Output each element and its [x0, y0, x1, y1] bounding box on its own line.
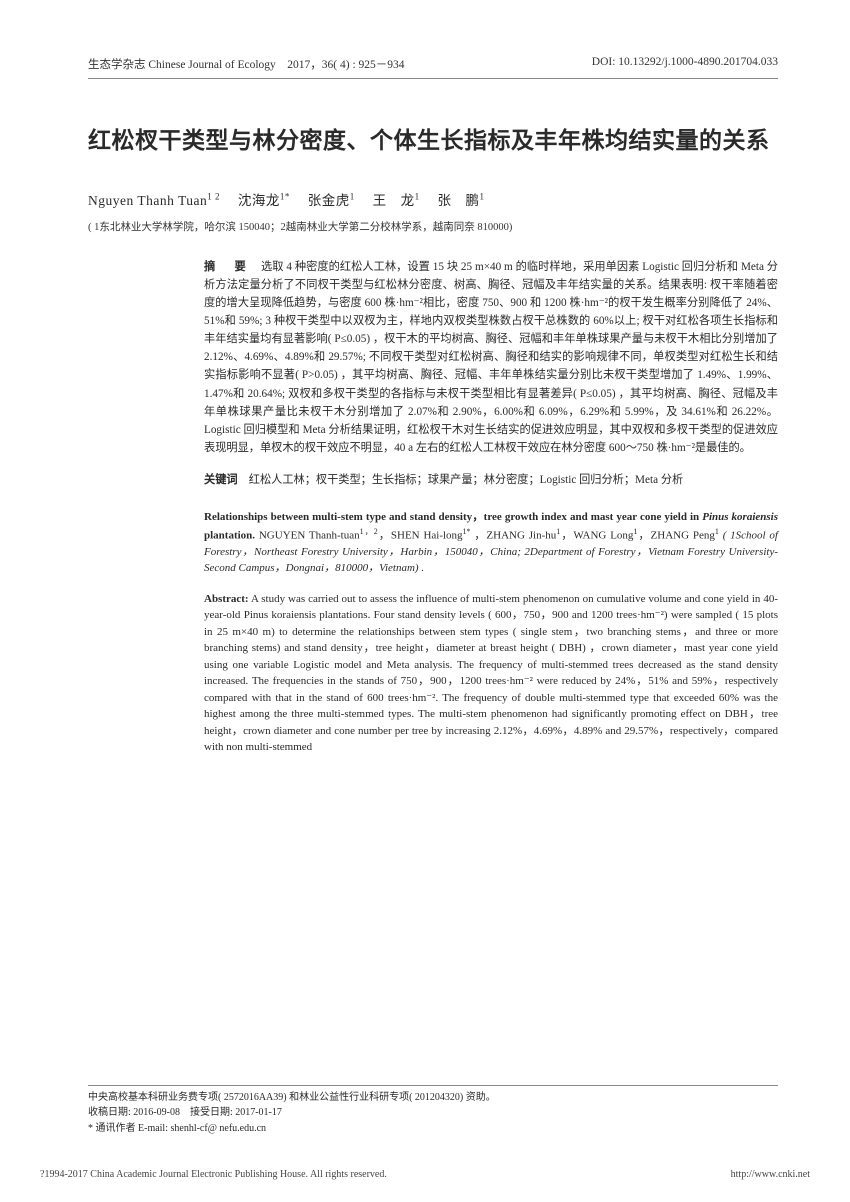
- abstract-text-cn: 选取 4 种密度的红松人工林，设置 15 块 25 m×40 m 的临时样地，采…: [204, 261, 778, 454]
- keywords-text-cn: 红松人工林；杈干类型；生长指标；球果产量；林分密度；Logistic 回归分析；…: [238, 474, 684, 486]
- running-head: 生态学杂志 Chinese Journal of Ecology 2017，36…: [88, 56, 778, 72]
- keywords-cn-block: 关键词 红松人工林；杈干类型；生长指标；球果产量；林分密度；Logistic 回…: [204, 471, 778, 489]
- title-en-1: Relationships between multi-stem type an…: [204, 511, 702, 523]
- article-footer: 中央高校基本科研业务费专项( 2572016AA39) 和林业公益性行业科研专项…: [88, 1085, 778, 1137]
- english-title-block: Relationships between multi-stem type an…: [204, 509, 778, 577]
- author-en-4: ，WANG Long: [560, 529, 633, 541]
- publisher-left: ?1994-2017 China Academic Journal Electr…: [40, 1169, 387, 1180]
- doi: DOI: 10.13292/j.1000-4890.201704.033: [592, 56, 778, 72]
- author-en-3: ，ZHANG Jin-hu: [471, 529, 557, 541]
- author-4-affil: 1: [415, 191, 420, 201]
- abstract-label-en: Abstract:: [204, 593, 249, 605]
- author-3-affil: 1: [350, 191, 355, 201]
- keywords-label-cn: 关键词: [204, 474, 238, 486]
- header-rule: [88, 78, 778, 79]
- author-5: 张 鹏: [438, 193, 480, 208]
- author-2: 沈海龙: [238, 193, 280, 208]
- funding-note: 中央高校基本科研业务费专项( 2572016AA39) 和林业公益性行业科研专项…: [88, 1090, 778, 1106]
- affiliations: ( 1东北林业大学林学院，哈尔滨 150040；2越南林业大学第二分校林学系，越…: [88, 219, 778, 234]
- publisher-right: http://www.cnki.net: [731, 1169, 810, 1180]
- footer-rule: [88, 1085, 778, 1086]
- abstract-text-en: A study was carried out to assess the in…: [204, 593, 778, 754]
- author-3: 张金虎: [308, 193, 350, 208]
- abstract-en-block: Abstract: A study was carried out to ass…: [204, 591, 778, 756]
- author-4: 王 龙: [373, 193, 415, 208]
- author-1: Nguyen Thanh Tuan: [88, 193, 207, 208]
- article-title-cn: 红松杈干类型与林分密度、个体生长指标及丰年株均结实量的关系: [88, 123, 778, 159]
- author-2-affil: 1*: [280, 191, 290, 201]
- abstract-label-cn: 摘 要: [204, 261, 250, 273]
- abstract-cn-block: 摘 要 选取 4 种密度的红松人工林，设置 15 块 25 m×40 m 的临时…: [204, 258, 778, 458]
- author-line: Nguyen Thanh Tuan1 2 沈海龙1* 张金虎1 王 龙1 张 鹏…: [88, 189, 778, 209]
- author-en-2-sup: 1*: [463, 527, 471, 536]
- author-en-1: NGUYEN Thanh-tuan: [255, 529, 360, 541]
- author-1-affil: 1 2: [207, 191, 220, 201]
- author-en-2: ，SHEN Hai-long: [378, 529, 463, 541]
- publisher-footer: ?1994-2017 China Academic Journal Electr…: [40, 1169, 810, 1180]
- author-5-affil: 1: [480, 191, 485, 201]
- author-en-5: ，ZHANG Peng: [637, 529, 714, 541]
- dates-note: 收稿日期: 2016-09-08 接受日期: 2017-01-17: [88, 1105, 778, 1121]
- author-en-1-sup: 1，2: [360, 527, 378, 536]
- title-en-2: plantation.: [204, 529, 255, 541]
- corresponding-note: * 通讯作者 E-mail: shenhl-cf@ nefu.edu.cn: [88, 1121, 778, 1137]
- title-en-italic: Pinus koraiensis: [702, 511, 778, 523]
- journal-info: 生态学杂志 Chinese Journal of Ecology 2017，36…: [88, 56, 405, 72]
